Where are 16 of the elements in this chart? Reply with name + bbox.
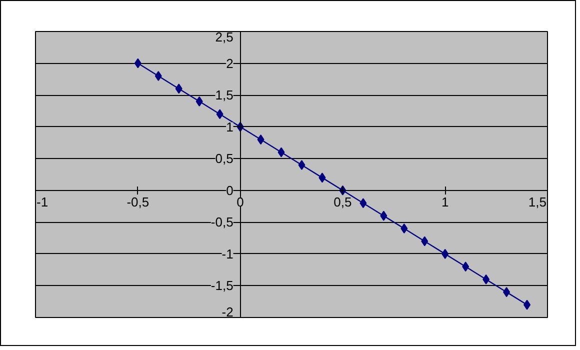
y-tick-label: -0,5 [210, 214, 234, 230]
x-tick-label: 0 [236, 194, 244, 210]
x-tick-label: -1 [36, 194, 48, 210]
x-tick-label: 1 [441, 194, 449, 210]
y-tick-label: 0 [226, 182, 234, 198]
y-tick-label: 0,5 [215, 151, 234, 166]
y-tick-label: 1,5 [215, 88, 234, 103]
y-tick-label: -1 [222, 246, 234, 262]
x-tick-label: 0,5 [334, 194, 352, 210]
y-tick-label: -1,5 [210, 278, 234, 294]
y-tick-label: -2 [222, 304, 234, 320]
y-tick-label: 1 [226, 119, 234, 134]
y-tick-label: 2,5 [215, 30, 234, 44]
x-tick-label: -0,5 [126, 194, 150, 210]
x-tick-label: 1,5 [528, 194, 547, 210]
y-tick-label: 2 [226, 56, 234, 71]
